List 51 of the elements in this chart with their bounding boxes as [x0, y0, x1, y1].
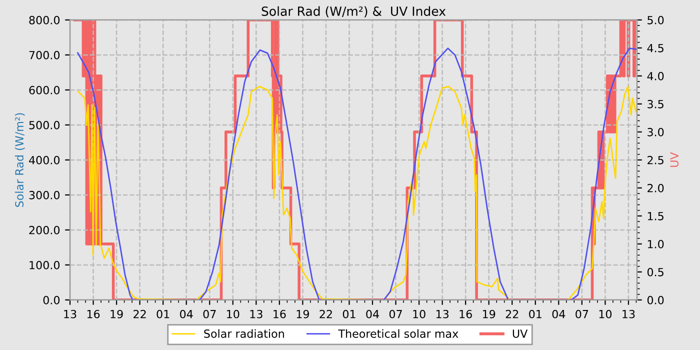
- y-tick-label: 400.0: [29, 156, 60, 164]
- x-tick-label: 19: [110, 310, 123, 318]
- x-tick-label: 07: [576, 310, 588, 318]
- x-tick-label: 16: [274, 310, 286, 318]
- x-tick-label: 13: [622, 310, 635, 318]
- x-tick-label: 10: [227, 310, 240, 318]
- legend-label: UV: [512, 330, 528, 338]
- y2-tick-label: 5.0: [648, 16, 664, 24]
- x-tick-label: 19: [296, 310, 309, 318]
- y-tick-label: 600.0: [29, 86, 60, 94]
- x-tick-label: 13: [64, 310, 76, 318]
- y-tick-label: 300.0: [29, 190, 60, 200]
- x-tick-label: 16: [460, 310, 472, 318]
- y2-tick-label: 3.0: [648, 128, 664, 136]
- chart-title: Solar Rad (W/m²) & UV Index: [262, 6, 446, 18]
- y2-tick-label: 4.0: [647, 72, 664, 80]
- x-tick-label: 19: [483, 310, 496, 318]
- y-axis-title: Solar Rad (W/m²): [14, 113, 25, 207]
- x-tick-label: 01: [342, 310, 356, 318]
- x-tick-label: 13: [436, 310, 448, 318]
- y-tick-label: 100.0: [30, 260, 60, 270]
- y2-tick-label: 1.5: [648, 212, 664, 220]
- x-tick-label: 01: [156, 310, 170, 318]
- y2-tick-label: 2.5: [648, 156, 664, 164]
- legend-label: Theoretical solar max: [338, 329, 458, 338]
- x-tick-label: 22: [320, 310, 332, 318]
- y-tick-label: 700.0: [29, 50, 60, 60]
- y2-tick-label: 3.5: [648, 100, 664, 108]
- x-tick-label: 01: [529, 310, 542, 318]
- x-tick-label: 22: [506, 310, 518, 318]
- x-tick-label: 07: [203, 310, 216, 318]
- x-tick-label: 07: [389, 310, 402, 318]
- x-tick-label: 04: [552, 310, 566, 318]
- x-tick-label: 10: [413, 310, 426, 318]
- y-tick-label: 200.0: [29, 226, 60, 234]
- y2-tick-label: 0.5: [647, 268, 664, 276]
- y2-axis-title: UV: [670, 152, 679, 167]
- x-tick-label: 16: [87, 310, 100, 318]
- y2-tick-label: 4.5: [647, 44, 664, 52]
- y-tick-label: 800.0: [29, 16, 60, 24]
- x-tick-label: 10: [599, 310, 612, 318]
- y2-tick-label: 1.0: [648, 240, 664, 248]
- x-tick-label: 13: [250, 310, 262, 318]
- legend-label: Solar radiation: [204, 329, 284, 338]
- y2-tick-label: 2.0: [648, 184, 664, 192]
- x-tick-label: 04: [180, 310, 193, 318]
- x-tick-label: 22: [134, 310, 146, 318]
- y2-tick-label: 0.0: [647, 296, 664, 304]
- x-tick-label: 04: [366, 310, 379, 318]
- y-tick-label: 500.0: [29, 120, 60, 130]
- y-tick-label: 0.0: [43, 296, 60, 304]
